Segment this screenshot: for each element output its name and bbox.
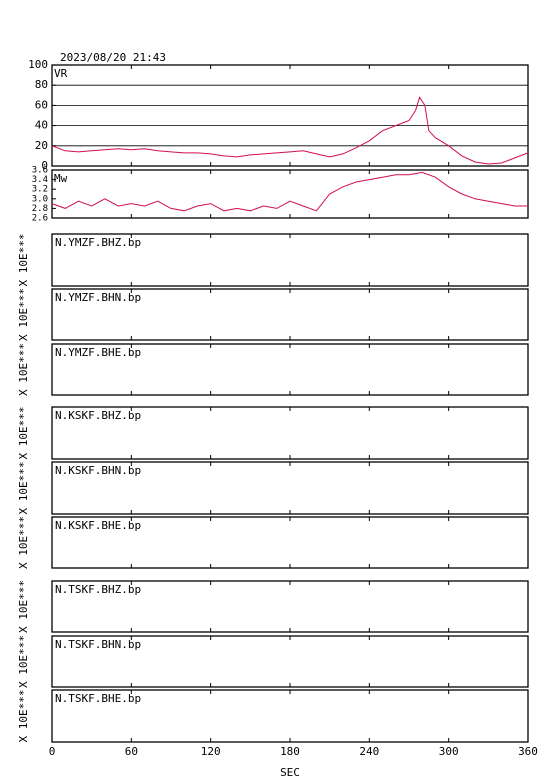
y-axis-label: X 10E*** [17,462,30,515]
chart-title: 2023/08/20 21:43 [60,51,166,64]
trace-label: N.TSKF.BHN.bp [55,638,141,651]
trace-label: N.YMZF.BHN.bp [55,291,141,304]
trace-label: N.KSKF.BHE.bp [55,519,141,532]
y-tick-label: 100 [28,58,48,71]
y-tick-label: 3.2 [32,185,48,195]
x-tick-label: 180 [280,745,300,758]
x-tick-label: 240 [359,745,379,758]
y-axis-label: X 10E*** [17,288,30,341]
y-axis-label: X 10E*** [17,690,30,743]
y-tick-label: 3.6 [32,166,48,176]
y-tick-label: 40 [35,119,48,132]
data-line [51,96,529,165]
y-axis-label: X 10E*** [17,580,30,633]
trace-label: N.TSKF.BHZ.bp [55,583,141,596]
y-axis-label: X 10E*** [17,234,30,287]
panel-label: Mw [54,172,68,185]
trace-label: N.YMZF.BHZ.bp [55,236,141,249]
x-axis-label: SEC [280,766,300,779]
y-tick-label: 2.8 [32,204,48,214]
panel-frame [51,169,529,219]
panel-frame [51,64,529,167]
y-axis-label: X 10E*** [17,516,30,569]
trace-label: N.TSKF.BHE.bp [55,692,141,705]
x-tick-label: 300 [439,745,459,758]
y-axis-label: X 10E*** [17,635,30,688]
y-axis-label: X 10E*** [17,343,30,396]
trace-label: N.KSKF.BHN.bp [55,464,141,477]
y-tick-label: 0 [41,159,48,172]
y-tick-label: 60 [35,98,48,111]
trace-label: N.YMZF.BHE.bp [55,346,141,359]
y-tick-label: 3.4 [32,175,48,185]
trace-label: N.KSKF.BHZ.bp [55,409,141,422]
x-tick-label: 120 [201,745,221,758]
y-tick-label: 3.0 [32,194,48,204]
y-axis-label: X 10E*** [17,407,30,460]
x-tick-label: 60 [125,745,138,758]
y-tick-label: 80 [35,78,48,91]
x-tick-label: 360 [518,745,538,758]
panel-label: VR [54,67,68,80]
y-tick-label: 2.6 [32,214,48,224]
x-tick-label: 0 [49,745,56,758]
y-tick-label: 20 [35,139,48,152]
data-line [51,171,528,212]
